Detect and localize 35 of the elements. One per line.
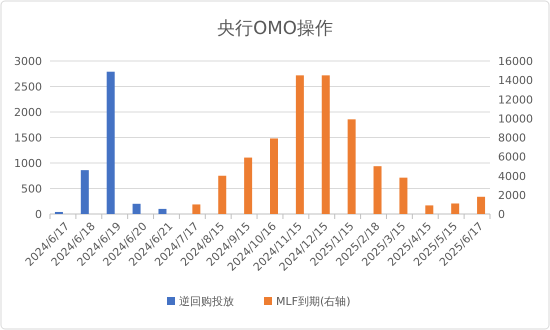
- y2-tick-label: 6000: [498, 150, 526, 164]
- y2-tick-label: 10000: [498, 112, 533, 126]
- bar: [451, 203, 460, 214]
- y-tick-label: 0: [35, 208, 42, 221]
- y2-tick-label: 4000: [498, 170, 526, 183]
- bar: [425, 205, 434, 214]
- y-tick-label: 500: [21, 182, 42, 196]
- y-tick-label: 2000: [14, 106, 42, 119]
- y-tick-label: 2500: [14, 80, 42, 94]
- bar: [158, 208, 166, 214]
- bar: [348, 119, 356, 214]
- bar: [218, 176, 226, 214]
- legend-label: MLF到期(右轴): [276, 295, 351, 308]
- y-tick-label: 3000: [14, 55, 42, 68]
- bar: [192, 204, 200, 214]
- bar: [322, 75, 330, 214]
- bar: [244, 158, 252, 214]
- y2-tick-label: 0: [498, 208, 505, 221]
- y2-tick-label: 8000: [498, 132, 526, 144]
- y2-tick-label: 12000: [498, 93, 533, 106]
- bar: [399, 178, 408, 214]
- bar: [374, 166, 382, 214]
- y2-tick-label: 16000: [498, 55, 533, 68]
- chart-title: 央行OMO操作: [217, 18, 333, 39]
- y-tick-label: 1000: [14, 157, 42, 170]
- bar: [106, 72, 115, 214]
- bar: [80, 170, 89, 214]
- y2-tick-label: 2000: [498, 188, 526, 202]
- bar: [477, 196, 486, 214]
- legend-label: 逆回购投放: [179, 295, 234, 308]
- bar: [132, 204, 141, 214]
- y2-tick-label: 14000: [498, 74, 533, 88]
- y-tick-label: 1500: [14, 132, 42, 144]
- bar: [270, 138, 278, 214]
- bar: [296, 75, 304, 214]
